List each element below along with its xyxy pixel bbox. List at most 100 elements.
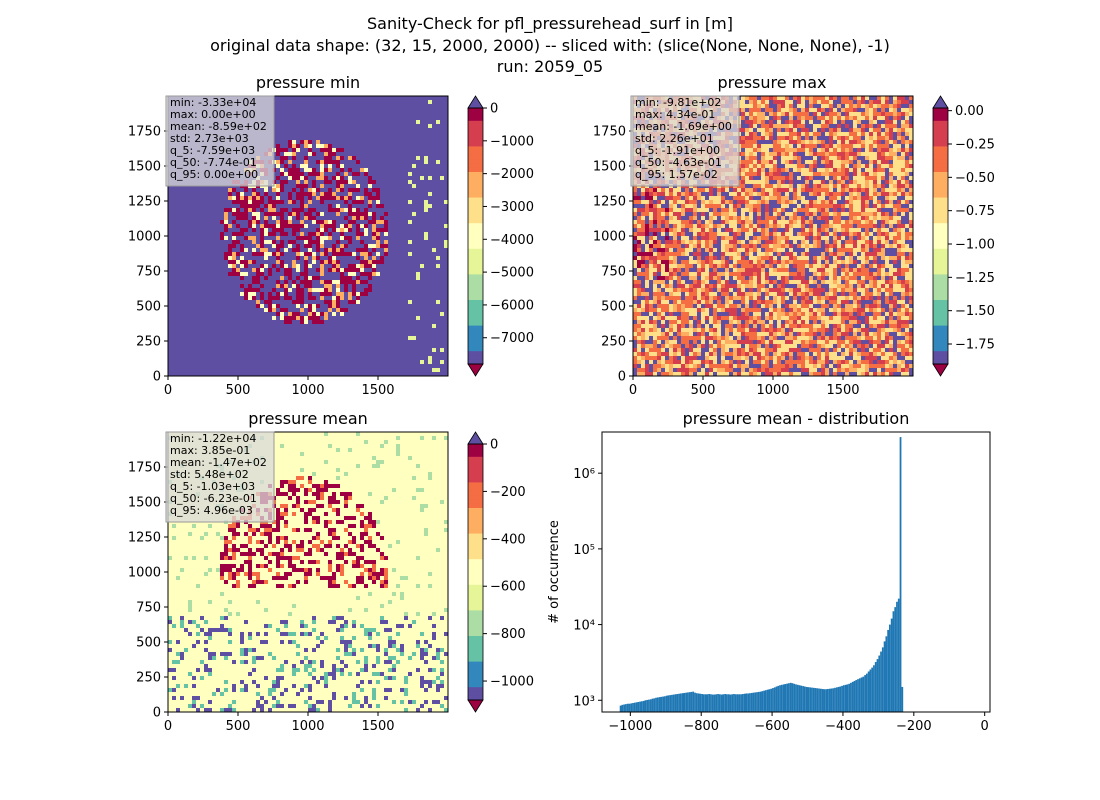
heatmap-cell xyxy=(272,244,276,248)
heatmap-cell xyxy=(841,136,845,140)
heatmap-cell xyxy=(653,296,657,300)
heatmap-cell xyxy=(741,332,745,336)
heatmap-cell xyxy=(905,324,909,328)
heatmap-cell xyxy=(869,368,873,372)
heatmap-cell xyxy=(769,324,773,328)
heatmap-cell xyxy=(769,256,773,260)
heatmap-cell xyxy=(849,172,853,176)
heatmap-cell xyxy=(256,252,260,256)
heatmap-cell xyxy=(849,224,853,228)
heatmap-cell xyxy=(729,216,733,220)
heatmap-cell xyxy=(881,128,885,132)
heatmap-cell xyxy=(657,224,661,228)
heatmap-cell xyxy=(336,196,340,200)
heatmap-cell xyxy=(677,248,681,252)
heatmap-cell xyxy=(893,228,897,232)
heatmap-cell xyxy=(348,180,352,184)
heatmap-cell xyxy=(300,184,304,188)
heatmap-cell xyxy=(777,328,781,332)
heatmap-cell xyxy=(300,288,304,292)
heatmap-cell xyxy=(296,144,300,148)
heatmap-cell xyxy=(649,304,653,308)
heatmap-cell xyxy=(641,224,645,228)
heatmap-cell xyxy=(905,268,909,272)
heatmap-cell xyxy=(336,180,340,184)
heatmap-cell xyxy=(801,204,805,208)
heatmap-cell xyxy=(833,336,837,340)
heatmap-cell xyxy=(356,232,360,236)
heatmap-cell xyxy=(781,148,785,152)
heatmap-cell xyxy=(761,344,765,348)
heatmap-cell xyxy=(280,172,284,176)
heatmap-cell xyxy=(817,268,821,272)
heatmap-cell xyxy=(709,192,713,196)
heatmap-cell xyxy=(865,224,869,228)
heatmap-cell xyxy=(268,252,272,256)
heatmap-cell xyxy=(773,96,777,100)
heatmap-cell xyxy=(781,296,785,300)
heatmap-cell xyxy=(829,164,833,168)
heatmap-cell xyxy=(292,248,296,252)
heatmap-cell xyxy=(360,524,364,528)
heatmap-cell xyxy=(280,216,284,220)
heatmap-cell xyxy=(773,196,777,200)
heatmap-cell xyxy=(344,516,348,520)
heatmap-cell xyxy=(761,220,765,224)
heatmap-cell xyxy=(633,192,637,196)
heatmap-cell xyxy=(645,264,649,268)
heatmap-cell xyxy=(228,256,232,260)
heatmap-cell xyxy=(741,200,745,204)
heatmap-cell xyxy=(877,364,881,368)
heatmap-cell xyxy=(861,264,865,268)
heatmap-cell xyxy=(877,124,881,128)
heatmap-cell xyxy=(813,184,817,188)
heatmap-cell xyxy=(725,268,729,272)
heatmap-cell xyxy=(865,264,869,268)
heatmap-cell xyxy=(320,488,324,492)
heatmap-cell xyxy=(637,360,641,364)
heatmap-cell xyxy=(821,228,825,232)
heatmap-cell xyxy=(757,212,761,216)
y-tick-label: 250 xyxy=(601,335,626,350)
heatmap-cell xyxy=(364,208,368,212)
heatmap-cell xyxy=(753,252,757,256)
heatmap-cell xyxy=(817,216,821,220)
heatmap-cell xyxy=(857,196,861,200)
heatmap-cell xyxy=(661,208,665,212)
heatmap-cell xyxy=(340,168,344,172)
heatmap-cell xyxy=(292,512,296,516)
heatmap-cell xyxy=(801,180,805,184)
heatmap-cell xyxy=(845,144,849,148)
heatmap-cell xyxy=(857,236,861,240)
heatmap-cell xyxy=(444,520,448,524)
heatmap-cell xyxy=(328,156,332,160)
heatmap-cell xyxy=(765,256,769,260)
heatmap-cell xyxy=(741,232,745,236)
heatmap-cell xyxy=(665,360,669,364)
heatmap-cell xyxy=(849,144,853,148)
heatmap-cell xyxy=(733,372,737,376)
heatmap-cell xyxy=(857,312,861,316)
heatmap-cell xyxy=(412,336,416,340)
heatmap-min xyxy=(168,96,448,376)
heatmap-cell xyxy=(889,200,893,204)
heatmap-cell xyxy=(829,236,833,240)
heatmap-cell xyxy=(837,372,841,376)
heatmap-cell xyxy=(837,136,841,140)
heatmap-cell xyxy=(833,304,837,308)
heatmap-cell xyxy=(757,96,761,100)
heatmap-cell xyxy=(653,340,657,344)
heatmap-cell xyxy=(665,296,669,300)
heatmap-cell xyxy=(312,312,316,316)
heatmap-cell xyxy=(276,160,280,164)
heatmap-cell xyxy=(280,504,284,508)
heatmap-cell xyxy=(873,364,877,368)
heatmap-cell xyxy=(833,140,837,144)
heatmap-cell xyxy=(236,524,240,528)
stats-box-bg-min xyxy=(165,95,275,187)
heatmap-cell xyxy=(765,216,769,220)
heatmap-cell xyxy=(909,184,913,188)
heatmap-cell xyxy=(316,236,320,240)
heatmap-cell xyxy=(709,364,713,368)
